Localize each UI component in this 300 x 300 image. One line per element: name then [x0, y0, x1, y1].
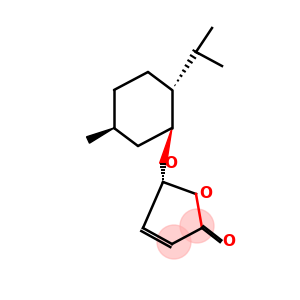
Text: O: O [164, 157, 178, 172]
Polygon shape [86, 128, 114, 143]
Text: O: O [223, 235, 236, 250]
Circle shape [180, 209, 214, 243]
Circle shape [157, 225, 191, 259]
Text: O: O [200, 185, 212, 200]
Polygon shape [160, 128, 172, 165]
